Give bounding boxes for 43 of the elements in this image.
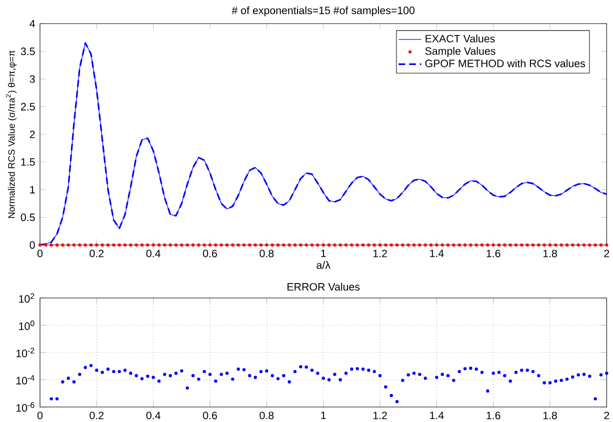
y-tick-label: 10$^{0}$: [19, 320, 34, 330]
x-tick-label: 1.2: [373, 250, 387, 258]
x-axis-title: a/λ: [316, 261, 330, 269]
x-tick-label: 1.4: [430, 412, 444, 420]
y-tick-label: 3: [30, 75, 35, 83]
x-tick-label: 0.6: [203, 250, 217, 258]
x-tick-label: 1.2: [373, 412, 387, 420]
x-tick-label: 0.4: [146, 250, 160, 258]
y-tick-label: 1: [30, 186, 35, 194]
x-tick-label: 1.8: [543, 250, 557, 258]
x-tick-label: 0.2: [90, 412, 104, 420]
x-tick-label: 0.4: [146, 412, 160, 420]
y-tick-label: 0.5: [20, 214, 35, 222]
y-tick-label: 2.5: [21, 102, 35, 110]
x-tick-label: 0.8: [260, 250, 274, 258]
y-tick-label: 4: [30, 20, 35, 28]
x-tick-label: 0.6: [203, 412, 217, 420]
x-tick-label: 0: [37, 250, 43, 258]
y-axis-title: Normalized RCS Value (σ/πa$^{2}$) θ=π,φ=π: [6, 50, 17, 218]
chart-title: # of exponentials=15 #of samples=100: [232, 6, 415, 16]
x-tick-label: 1.6: [486, 412, 500, 420]
y-tick-label: 10$^{-6}$: [16, 402, 34, 412]
x-tick-label: 1.4: [430, 250, 444, 258]
legend-label: GPOF METHOD with RCS values: [425, 59, 586, 68]
legend-label: EXACT Values: [426, 34, 495, 42]
y-tick-label: 10$^{-4}$: [16, 375, 34, 384]
y-tick-label: 10$^{-2}$: [16, 348, 34, 358]
y-tick-label: 0: [30, 241, 35, 249]
x-tick-label: 1.8: [543, 412, 557, 420]
x-tick-label: 1.6: [486, 250, 500, 258]
x-tick-label: 0.8: [260, 412, 274, 420]
legend-label: Sample Values: [425, 46, 496, 57]
x-tick-label: 1: [321, 250, 326, 258]
x-tick-label: 0: [37, 412, 43, 420]
x-tick-label: 0.2: [90, 250, 104, 258]
y-tick-label: 1.5: [21, 158, 35, 166]
x-tick-label: 1: [321, 412, 326, 420]
y-tick-label: 2: [30, 130, 35, 138]
y-tick-label: 3.5: [20, 48, 35, 56]
y-tick-label: 10$^{2}$: [19, 293, 34, 303]
chart-title: ERROR Values: [288, 282, 360, 291]
x-tick-label: 2: [604, 250, 610, 258]
x-tick-label: 2: [604, 412, 610, 420]
